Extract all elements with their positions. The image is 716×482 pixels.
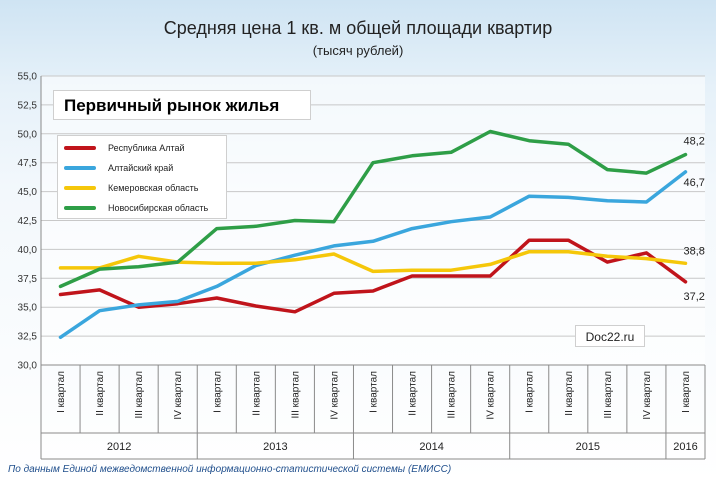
legend-label: Алтайский край bbox=[108, 163, 174, 173]
x-tick-label: I квартал bbox=[212, 371, 223, 413]
legend-label: Новосибирская область bbox=[108, 203, 209, 213]
data-label: 46,7 bbox=[683, 177, 704, 189]
x-tick-label: IV квартал bbox=[486, 371, 497, 420]
panel-label: Первичный рынок жилья bbox=[53, 90, 311, 120]
legend-swatch bbox=[64, 166, 96, 170]
x-tick-label: III квартал bbox=[290, 371, 301, 419]
x-tick-label: II квартал bbox=[95, 371, 106, 416]
legend-label: Кемеровская область bbox=[108, 183, 199, 193]
year-label: 2015 bbox=[576, 441, 600, 453]
y-tick-label: 45,0 bbox=[18, 187, 38, 198]
legend-swatch bbox=[64, 186, 96, 190]
legend: Республика Алтай Алтайский край Кемеровс… bbox=[57, 135, 227, 219]
x-tick-label: III квартал bbox=[134, 371, 145, 419]
x-tick-label: I квартал bbox=[525, 371, 536, 413]
y-tick-label: 42,5 bbox=[18, 216, 38, 227]
data-label: 38,8 bbox=[683, 245, 704, 257]
x-tick-label: I квартал bbox=[56, 371, 67, 413]
y-tick-label: 37,5 bbox=[18, 274, 38, 285]
x-tick-label: IV квартал bbox=[173, 371, 184, 420]
legend-swatch bbox=[64, 206, 96, 210]
chart-title: Средняя цена 1 кв. м общей площади кварт… bbox=[163, 18, 553, 38]
legend-swatch bbox=[64, 146, 96, 150]
y-tick-label: 30,0 bbox=[18, 361, 38, 372]
chart-subtitle: (тысяч рублей) bbox=[312, 43, 404, 58]
y-tick-label: 47,5 bbox=[18, 158, 38, 169]
source-note: По данным Единой межведомственной информ… bbox=[8, 464, 452, 475]
x-tick-label: III квартал bbox=[447, 371, 458, 419]
y-tick-label: 40,0 bbox=[18, 245, 38, 256]
y-tick-label: 32,5 bbox=[18, 332, 38, 343]
x-tick-label: II квартал bbox=[564, 371, 575, 416]
year-label: 2012 bbox=[107, 441, 131, 453]
series-line bbox=[58, 129, 688, 289]
data-label: 48,2 bbox=[683, 136, 704, 148]
x-tick-label: II квартал bbox=[408, 371, 419, 416]
x-tick-label: I квартал bbox=[369, 371, 380, 413]
series-line bbox=[58, 170, 688, 340]
year-label: 2016 bbox=[673, 441, 697, 453]
data-label: 37,2 bbox=[683, 291, 704, 303]
y-tick-label: 55,0 bbox=[18, 72, 38, 83]
x-tick-label: IV квартал bbox=[642, 371, 653, 420]
x-tick-label: IV квартал bbox=[329, 371, 340, 420]
series-line bbox=[58, 249, 688, 274]
legend-label: Республика Алтай bbox=[108, 143, 185, 153]
x-tick-label: II квартал bbox=[251, 371, 262, 416]
y-tick-label: 52,5 bbox=[18, 100, 38, 111]
x-tick-label: I квартал bbox=[681, 371, 692, 413]
watermark: Doc22.ru bbox=[575, 325, 645, 347]
series-line bbox=[58, 238, 688, 314]
y-tick-label: 35,0 bbox=[18, 303, 38, 314]
year-label: 2014 bbox=[419, 441, 443, 453]
y-tick-label: 50,0 bbox=[18, 129, 38, 140]
x-tick-label: III квартал bbox=[603, 371, 614, 419]
year-label: 2013 bbox=[263, 441, 287, 453]
